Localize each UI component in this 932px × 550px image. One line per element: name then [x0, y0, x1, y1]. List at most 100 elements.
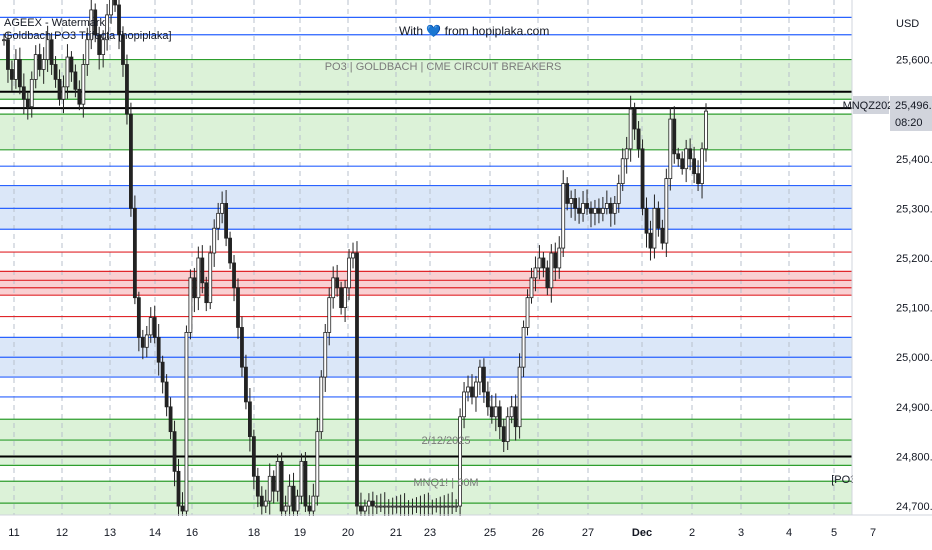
candle-body-130	[517, 366, 522, 428]
candle-body-109	[434, 505, 439, 508]
candle-body-50	[200, 257, 205, 284]
last-symbol-badge	[853, 96, 889, 114]
candle-body-163	[648, 232, 653, 249]
price-tick-label: 25,300.00	[896, 203, 932, 215]
candle-body-141	[561, 183, 566, 249]
candle-body-53	[212, 227, 217, 254]
price-tick-label: 24,700.00	[896, 501, 932, 513]
candle-body-28	[113, 0, 117, 6]
candle-body-12	[49, 39, 54, 65]
candle-body-97	[386, 505, 391, 508]
indicator-legend[interactable]: AGEEX - Watermark Goldbach PO3 Trifecta …	[4, 17, 172, 43]
candle-body-16	[65, 56, 70, 88]
candle-body-145	[577, 207, 581, 214]
po3-header-label: PO3 | GOLDBACH | CME CIRCUIT BREAKERS	[325, 61, 562, 73]
credit-suffix: from hopiplaka.com	[444, 24, 550, 38]
candle-body-23	[93, 9, 98, 36]
price-tick-label: 25,000.00	[896, 352, 932, 364]
candle-body-73	[291, 485, 296, 512]
candle-body-155	[616, 183, 621, 204]
time-axis-bg[interactable]	[0, 516, 932, 550]
candle-body-129	[513, 406, 518, 428]
candle-body-76	[303, 461, 308, 507]
candle-body-13	[53, 64, 58, 80]
candle-body-99	[394, 505, 399, 508]
candle-body-11	[45, 39, 50, 60]
price-tick-label: 24,800.00	[896, 451, 932, 463]
legend-line-2: Goldbach PO3 Trifecta [hopiplaka]	[4, 30, 172, 42]
candle-body-19	[77, 88, 82, 105]
candle-body-124	[493, 406, 498, 418]
time-tick-label: 21	[390, 527, 402, 539]
time-tick-label: 3	[738, 527, 744, 539]
candle-body-171	[680, 158, 685, 170]
candle-body-94	[374, 505, 379, 508]
candle-body-2	[10, 69, 14, 80]
candle-body-161	[640, 148, 645, 209]
zone-3	[0, 271, 852, 296]
candle-body-167	[664, 178, 669, 244]
candle-body-102	[406, 505, 411, 508]
candle-body-146	[581, 203, 585, 214]
candle-body-114	[454, 505, 459, 508]
candle-body-55	[220, 203, 225, 214]
candle-body-17	[69, 56, 74, 73]
candle-body-156	[620, 158, 625, 184]
time-tick-label: 19	[294, 527, 306, 539]
time-tick-label: Dec	[632, 527, 652, 539]
candle-body-164	[652, 207, 657, 249]
candle-body-140	[557, 247, 562, 269]
candle-body-126	[501, 426, 506, 442]
candle-body-118	[470, 386, 474, 398]
candle-body-67	[267, 475, 272, 502]
candle-body-120	[478, 366, 482, 383]
candle-body-115	[458, 416, 463, 507]
credit-prefix: With	[399, 24, 423, 38]
candle-body-112	[446, 505, 451, 508]
candle-body-29	[117, 4, 121, 36]
candle-body-107	[426, 505, 431, 508]
time-ticks: 11 12 13 14 16 18 19 20 21 23 25 26 27 Dec 2 3 4 5 7	[8, 527, 876, 539]
candle-body-18	[73, 71, 78, 90]
candle-body-69	[275, 461, 280, 492]
candle-body-84	[335, 277, 340, 289]
vertical-grid	[13, 0, 874, 515]
price-tick-label: 25,600.00	[896, 55, 932, 67]
candle-body-39	[156, 336, 161, 363]
candle-body-64	[255, 475, 260, 497]
candle-body-165	[656, 207, 661, 229]
time-tick-label: 20	[342, 527, 354, 539]
watermark-label: MNQ1! | 60M	[413, 477, 478, 489]
candle-body-113	[450, 505, 455, 508]
candle-body-92	[366, 500, 371, 507]
candle-body-170	[676, 153, 681, 160]
candle-body-57	[228, 237, 232, 264]
price-axis-bg[interactable]	[853, 0, 932, 515]
candle-body-127	[505, 416, 510, 442]
candle-body-176	[700, 148, 704, 184]
time-tick-label: 11	[8, 527, 19, 539]
candle-body-58	[232, 262, 236, 289]
candle-body-65	[259, 495, 264, 507]
candle-body-51	[204, 282, 209, 304]
candle-body-44	[176, 470, 181, 507]
candle-body-111	[442, 505, 447, 508]
time-tick-label: 4	[786, 527, 792, 539]
candle-body-110	[438, 505, 443, 508]
candle-body-148	[589, 207, 593, 214]
candle-body-75	[299, 461, 304, 497]
candle-body-132	[525, 297, 530, 328]
candle-body-168	[668, 118, 673, 180]
candle-body-59	[236, 287, 240, 328]
time-tick-label: 16	[186, 527, 198, 539]
candle-body-48	[192, 277, 197, 299]
candle-body-8	[33, 54, 38, 80]
candle-body-32	[129, 113, 133, 209]
candle-body-98	[390, 505, 395, 508]
time-tick-label: 2	[689, 527, 695, 539]
candle-body-172	[684, 148, 689, 170]
candle-body-21	[85, 39, 90, 65]
candle-body-38	[152, 317, 157, 338]
candle-body-77	[307, 505, 312, 512]
